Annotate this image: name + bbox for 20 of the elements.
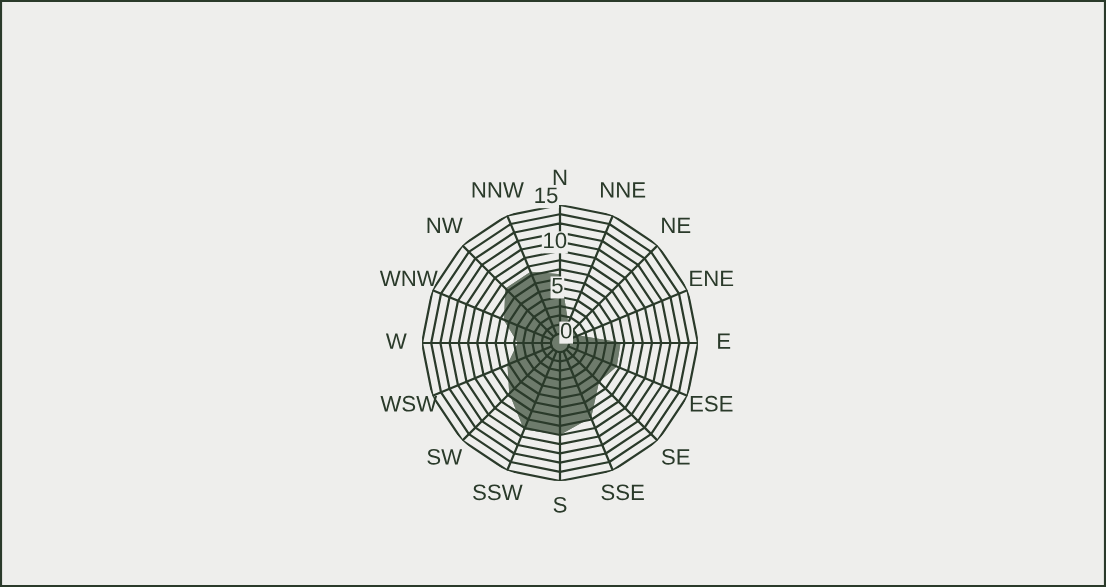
spoke-label: NNE <box>601 182 646 198</box>
spoke-label: WNW <box>379 270 438 287</box>
spoke-label: N <box>553 169 567 186</box>
spoke-label: WSW <box>380 395 438 412</box>
spoke-label: E <box>718 333 731 349</box>
y-tick-label: 0 <box>560 322 572 339</box>
y-tick-label: 15 <box>535 187 558 204</box>
spoke-label: NW <box>427 217 463 233</box>
spoke-label: SSW <box>473 484 523 501</box>
spoke-label: SW <box>427 448 463 465</box>
y-tick-label: 5 <box>552 277 563 294</box>
spoke-label: S <box>553 496 567 513</box>
spoke-label: ESE <box>690 395 733 412</box>
spoke-label: SSE <box>601 484 644 501</box>
spoke-label: NE <box>662 217 691 233</box>
spoke-label: W <box>385 333 407 349</box>
spoke-label: SE <box>661 448 690 465</box>
y-tick-label: 10 <box>544 232 567 249</box>
spoke-label: NNW <box>472 182 524 198</box>
spoke-label: ENE <box>690 270 734 287</box>
